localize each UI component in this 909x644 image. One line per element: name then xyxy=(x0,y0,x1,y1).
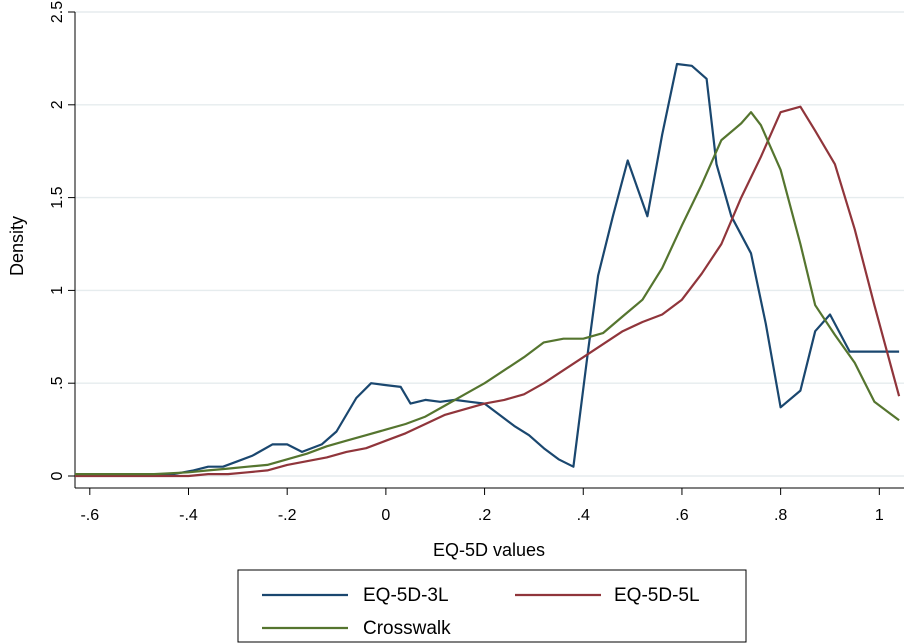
y-tick-label: 2.5 xyxy=(49,1,66,23)
y-tick-label: 0 xyxy=(49,471,66,480)
series-line-eq5d-5l xyxy=(75,105,901,478)
x-axis-ticks: -.6 -.4 -.2 0 .2 .4 .6 .8 1 xyxy=(80,488,884,524)
x-tick-label: -.2 xyxy=(278,507,297,524)
x-tick-label: 1 xyxy=(875,507,884,524)
y-axis-title: Density xyxy=(7,216,27,276)
series-line-crosswalk xyxy=(75,111,900,476)
series-line-eq5d-3l xyxy=(75,62,900,476)
x-tick-label: .4 xyxy=(577,507,590,524)
x-tick-label: .2 xyxy=(478,507,491,524)
x-tick-label: .6 xyxy=(675,507,688,524)
series-lines xyxy=(75,62,901,478)
legend-box xyxy=(237,569,747,643)
y-tick-label: .5 xyxy=(49,376,66,389)
x-tick-label: -.4 xyxy=(179,507,198,524)
gridlines xyxy=(75,11,904,477)
legend-label-eq5d-5l: EQ-5D-5L xyxy=(614,585,700,606)
x-axis-title: EQ-5D values xyxy=(433,540,545,560)
legend: EQ-5D-3L EQ-5D-5L Crosswalk xyxy=(237,569,747,643)
y-tick-label: 1 xyxy=(49,286,66,295)
y-tick-label: 2 xyxy=(49,100,66,109)
legend-label-eq5d-3l: EQ-5D-3L xyxy=(363,585,449,606)
axes xyxy=(74,12,904,489)
y-tick-label: 1.5 xyxy=(49,186,66,208)
x-tick-label: 0 xyxy=(381,507,390,524)
legend-label-crosswalk: Crosswalk xyxy=(363,618,451,639)
x-tick-label: .8 xyxy=(774,507,787,524)
x-tick-label: -.6 xyxy=(80,507,99,524)
y-axis-ticks: 0 .5 1 1.5 2 2.5 xyxy=(49,1,75,480)
